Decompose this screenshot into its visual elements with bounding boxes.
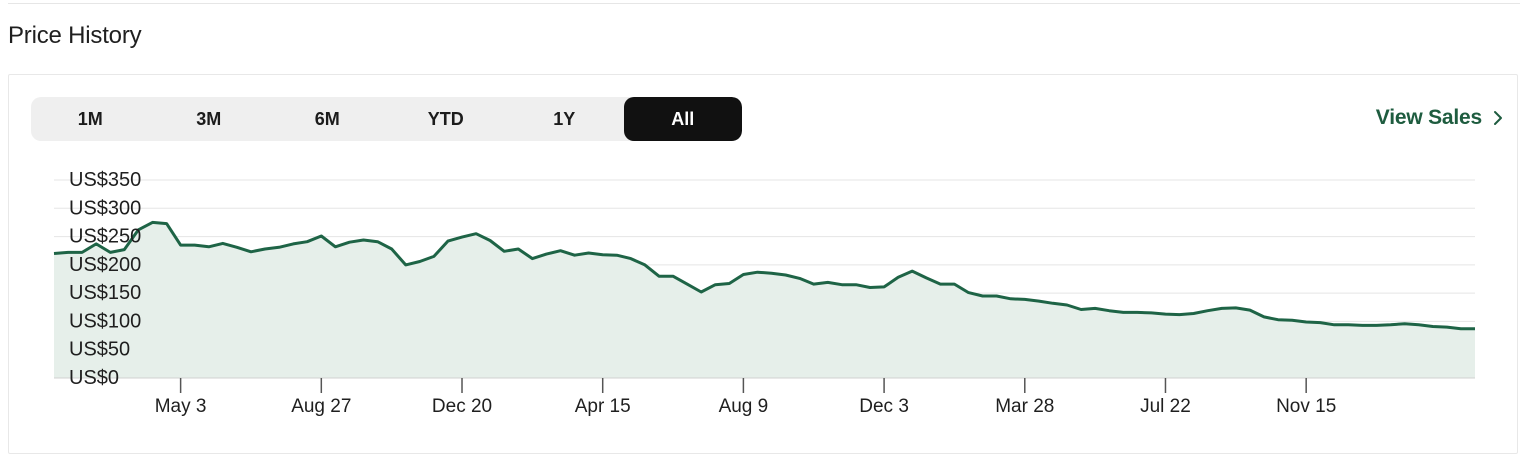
- range-tab-1m[interactable]: 1M: [77, 108, 103, 129]
- section-divider: [8, 3, 1520, 4]
- range-tab-ytd[interactable]: YTD: [427, 108, 464, 129]
- x-axis: [54, 377, 1475, 393]
- x-tick-label: May 3: [155, 396, 207, 417]
- x-tick-label: Dec 20: [432, 396, 492, 417]
- range-tab-3m[interactable]: 3M: [196, 108, 222, 129]
- y-tick-label: US$300: [69, 197, 141, 219]
- x-tick-label: Mar 28: [995, 396, 1054, 417]
- y-tick-label: US$200: [69, 254, 141, 276]
- y-tick-label: US$50: [69, 339, 130, 361]
- x-tick-label: Aug 27: [291, 396, 351, 417]
- y-tick-label: US$250: [69, 226, 141, 248]
- view-sales-label: View Sales: [1375, 106, 1482, 129]
- x-tick-label: Dec 3: [859, 396, 909, 417]
- price-area: [54, 222, 1475, 378]
- y-tick-label: US$150: [69, 282, 141, 304]
- range-tab-6m[interactable]: 6M: [314, 108, 340, 129]
- y-axis-labels: US$0 US$50 US$100 US$150 US$200 US$250 US$300 U…: [69, 169, 141, 389]
- range-tab-all[interactable]: All: [623, 97, 742, 141]
- x-tick-label: Nov 15: [1276, 396, 1336, 417]
- y-tick-label: US$0: [69, 367, 119, 389]
- price-history-chart: US$0 US$50 US$100 US$150 US$200 US$250 US$300 U…: [53, 169, 1475, 417]
- x-tick-label: Aug 9: [719, 396, 769, 417]
- y-tick-label: US$100: [69, 310, 141, 332]
- range-selector: 1M 3M 6M YTD 1Y All: [31, 97, 742, 141]
- y-tick-label: US$350: [69, 169, 141, 191]
- chevron-right-icon: [1494, 111, 1502, 125]
- x-tick-label: Jul 22: [1140, 396, 1191, 417]
- view-sales-link[interactable]: View Sales: [1376, 104, 1504, 132]
- section-title: Price History: [8, 22, 142, 49]
- x-tick-label: Apr 15: [575, 396, 631, 417]
- x-axis-labels: May 3 Aug 27 Dec 20 Apr 15 Aug 9 Dec 3 Mar 28 J…: [155, 396, 1337, 417]
- range-tab-1y[interactable]: 1Y: [553, 108, 576, 129]
- price-line: [53, 220, 1475, 331]
